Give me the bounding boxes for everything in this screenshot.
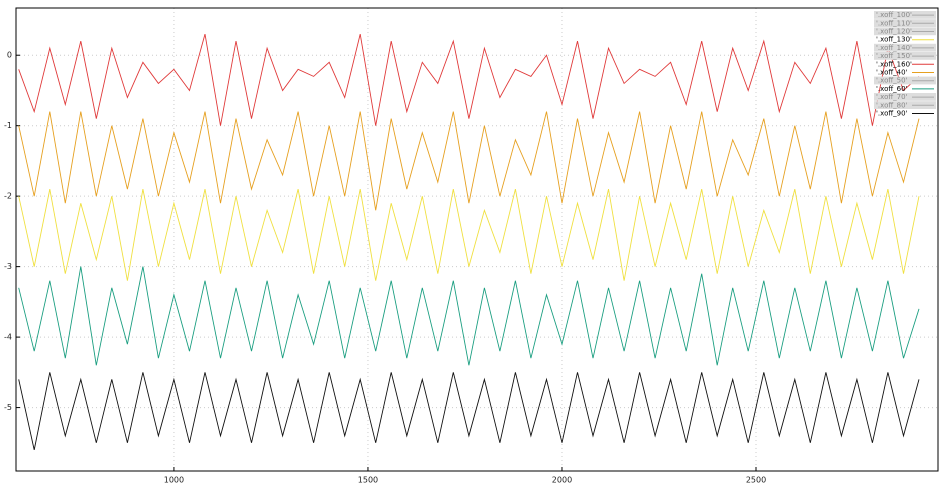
legend-hidden-bg (874, 101, 936, 109)
legend-hidden-bg (874, 52, 936, 60)
y-tick-label: -4 (4, 333, 12, 342)
x-tick-label: 2500 (746, 476, 766, 485)
data-line (18, 111, 920, 211)
legend-label: '.xoff_40' (876, 69, 908, 77)
data-line (18, 188, 920, 281)
legend-label: '.xoff_150' (876, 52, 912, 60)
y-tick-label: -2 (4, 192, 12, 201)
y-tick-label: -3 (4, 262, 12, 271)
data-line (18, 33, 920, 126)
data-line (18, 266, 920, 366)
legend: '.xoff_100''.xoff_110''.xoff_120''.xoff_… (874, 11, 936, 118)
legend-hidden-bg (874, 11, 936, 19)
x-tick-label: 2000 (552, 476, 572, 485)
legend-label: '.xoff_110' (876, 19, 912, 27)
legend-label: '.xoff_120' (876, 28, 912, 36)
legend-hidden-bg (874, 76, 936, 85)
legend-label: '.xoff_140' (876, 44, 912, 52)
x-tick-label: 1000 (164, 476, 184, 485)
legend-hidden-bg (874, 19, 936, 27)
y-tick-label: 0 (7, 51, 12, 60)
x-tick-label: 1500 (358, 476, 378, 485)
legend-label: '.xoff_60' (876, 85, 908, 93)
legend-hidden-bg (874, 43, 936, 52)
legend-label: '.xoff_50' (876, 77, 908, 85)
plot-border (15, 7, 939, 472)
legend-label: '.xoff_70' (876, 93, 908, 101)
y-tick-label: -5 (4, 403, 12, 412)
y-tick-label: -1 (4, 121, 12, 130)
legend-label: '.xoff_90' (876, 110, 908, 118)
legend-label: '.xoff_130' (876, 36, 912, 44)
legend-label: '.xoff_80' (876, 101, 908, 109)
legend-hidden-bg (874, 93, 936, 101)
legend-label: '.xoff_160' (876, 60, 912, 68)
data-line (18, 372, 920, 450)
legend-label: '.xoff_100' (876, 11, 912, 19)
legend-hidden-bg (874, 27, 936, 36)
